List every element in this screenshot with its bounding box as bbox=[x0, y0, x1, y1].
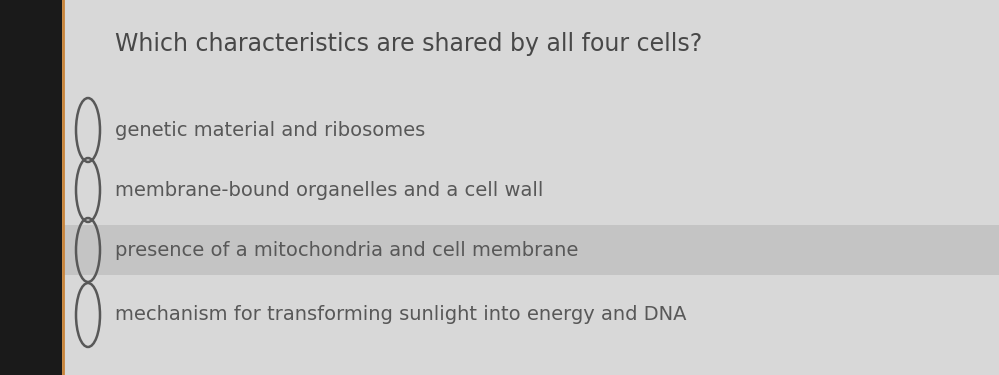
Text: mechanism for transforming sunlight into energy and DNA: mechanism for transforming sunlight into… bbox=[115, 306, 686, 324]
Text: genetic material and ribosomes: genetic material and ribosomes bbox=[115, 120, 426, 140]
Text: membrane-bound organelles and a cell wall: membrane-bound organelles and a cell wal… bbox=[115, 180, 543, 200]
Text: Which characteristics are shared by all four cells?: Which characteristics are shared by all … bbox=[115, 32, 702, 56]
FancyBboxPatch shape bbox=[64, 225, 999, 275]
FancyBboxPatch shape bbox=[0, 0, 62, 375]
Text: presence of a mitochondria and cell membrane: presence of a mitochondria and cell memb… bbox=[115, 240, 578, 260]
